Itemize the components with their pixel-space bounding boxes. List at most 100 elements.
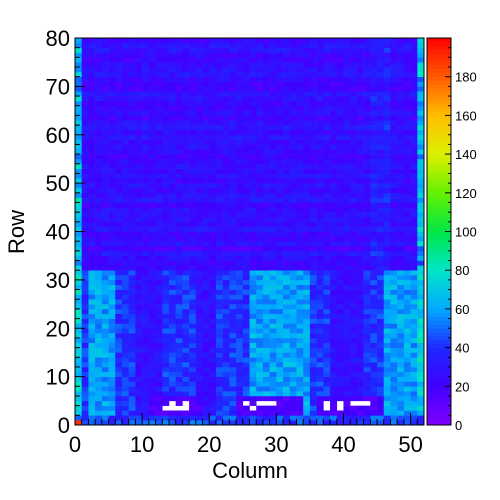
- heatmap-cell: [377, 395, 385, 402]
- heatmap-cell: [148, 158, 156, 165]
- heatmap-cell: [229, 366, 237, 373]
- heatmap-cell: [336, 279, 344, 286]
- heatmap-cell: [168, 144, 176, 150]
- color-scale-label: 120: [455, 186, 477, 201]
- heatmap-cell: [330, 328, 338, 334]
- heatmap-cell: [343, 168, 351, 174]
- heatmap-cell: [363, 415, 371, 421]
- heatmap-cell: [162, 260, 170, 266]
- heatmap-cell: [249, 226, 257, 232]
- heatmap-cell: [276, 81, 284, 87]
- heatmap-cell: [336, 154, 344, 160]
- heatmap-cell: [135, 304, 143, 310]
- heatmap-cell: [95, 52, 103, 58]
- heatmap-cell: [168, 47, 176, 53]
- heatmap-cell: [135, 105, 143, 111]
- color-scale-segment: [427, 324, 451, 329]
- heatmap-cell: [128, 318, 136, 324]
- heatmap-cell: [202, 294, 210, 300]
- heatmap-cell: [363, 352, 371, 358]
- heatmap-cell: [81, 81, 89, 87]
- heatmap-cell: [202, 129, 210, 136]
- heatmap-cell: [215, 260, 223, 266]
- heatmap-cell: [289, 371, 297, 377]
- heatmap-cell: [121, 246, 129, 252]
- heatmap-cell: [363, 265, 371, 271]
- heatmap-cell: [309, 289, 317, 295]
- heatmap-cell: [289, 294, 297, 300]
- heatmap-cell: [262, 391, 270, 397]
- heatmap-cell: [363, 47, 371, 53]
- heatmap-cell: [155, 241, 163, 247]
- heatmap-cell: [155, 221, 163, 227]
- heatmap-cell: [269, 352, 277, 358]
- heatmap-cell: [168, 410, 176, 416]
- heatmap-cell: [249, 216, 257, 223]
- heatmap-cell: [316, 250, 324, 256]
- heatmap-cell: [256, 115, 264, 121]
- heatmap-cell: [88, 144, 96, 150]
- heatmap-cell: [256, 47, 264, 53]
- heatmap-cell: [142, 163, 150, 169]
- heatmap-cell: [88, 154, 96, 160]
- heatmap-cell: [162, 289, 170, 295]
- heatmap-cell: [168, 168, 176, 174]
- heatmap-cell: [142, 400, 150, 406]
- heatmap-cell: [168, 202, 176, 208]
- heatmap-cell: [88, 212, 96, 218]
- heatmap-cell: [269, 231, 277, 237]
- heatmap-cell: [383, 352, 391, 358]
- heatmap-cell: [121, 173, 129, 179]
- heatmap-cell: [410, 149, 418, 155]
- heatmap-cell: [121, 333, 129, 339]
- heatmap-cell: [195, 91, 203, 97]
- heatmap-cell: [296, 415, 304, 421]
- heatmap-cell: [162, 76, 170, 82]
- heatmap-cell: [88, 139, 96, 145]
- heatmap-cell: [81, 386, 89, 392]
- heatmap-cell: [303, 139, 311, 145]
- heatmap-cell: [262, 197, 270, 203]
- heatmap-cell: [262, 415, 270, 421]
- heatmap-cell: [182, 158, 190, 165]
- heatmap-cell: [229, 376, 237, 382]
- heatmap-cell: [215, 158, 223, 165]
- heatmap-cell: [256, 236, 264, 242]
- heatmap-cell: [262, 342, 270, 348]
- heatmap-cell: [262, 178, 270, 184]
- heatmap-cell: [202, 158, 210, 165]
- heatmap-cell: [303, 391, 311, 397]
- heatmap-cell: [101, 216, 109, 223]
- heatmap-cell: [370, 197, 378, 203]
- heatmap-cell: [121, 347, 129, 353]
- heatmap-cell: [323, 366, 331, 373]
- heatmap-cell: [397, 342, 405, 348]
- heatmap-cell: [296, 342, 304, 348]
- heatmap-cell: [256, 304, 264, 310]
- heatmap-cell: [128, 216, 136, 223]
- heatmap-cell: [95, 289, 103, 295]
- heatmap-cell: [195, 405, 203, 411]
- heatmap-cell: [256, 212, 264, 218]
- heatmap-cell: [88, 333, 96, 339]
- heatmap-cell: [115, 333, 123, 339]
- heatmap-cell: [108, 154, 116, 160]
- heatmap-cell: [209, 144, 217, 150]
- heatmap-cell: [95, 236, 103, 242]
- heatmap-cell: [142, 110, 150, 116]
- heatmap-cell: [356, 120, 364, 126]
- heatmap-cell: [81, 246, 89, 252]
- heatmap-cell: [155, 96, 163, 102]
- heatmap-cell: [363, 270, 371, 276]
- heatmap-cell: [370, 134, 378, 140]
- heatmap-cell: [88, 366, 96, 373]
- heatmap-cell: [303, 38, 311, 44]
- heatmap-cell: [283, 110, 291, 116]
- heatmap-cell: [182, 86, 190, 92]
- heatmap-cell: [363, 158, 371, 165]
- heatmap-cell: [309, 246, 317, 252]
- heatmap-cell: [189, 270, 197, 276]
- heatmap-cell: [283, 38, 291, 44]
- heatmap-cell: [289, 279, 297, 286]
- heatmap-cell: [229, 231, 237, 237]
